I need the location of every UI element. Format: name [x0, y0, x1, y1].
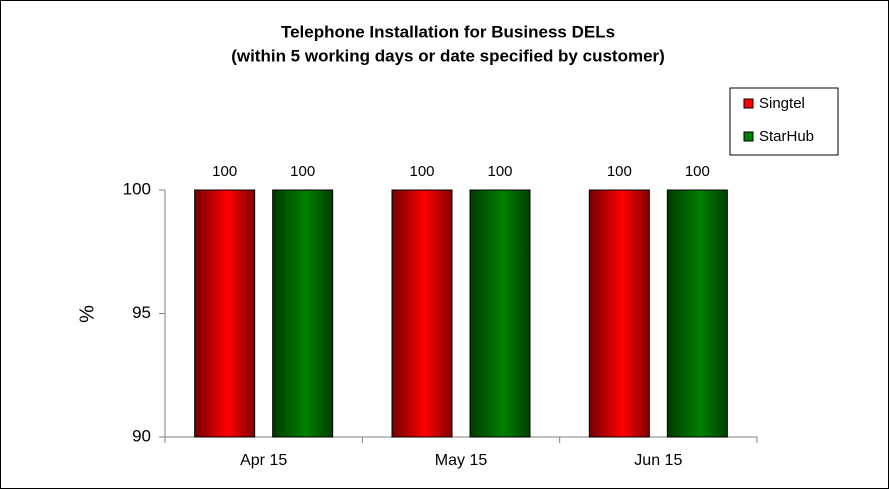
- legend-label: Singtel: [759, 95, 805, 112]
- value-label: 100: [409, 163, 434, 180]
- value-label: 100: [290, 163, 315, 180]
- legend-swatch: [743, 131, 754, 142]
- bar: [666, 189, 728, 438]
- value-label: 100: [607, 163, 632, 180]
- y-tick-label: 90: [132, 426, 151, 445]
- x-tick-label: Apr 15: [240, 452, 287, 469]
- y-axis-label: %: [76, 305, 98, 323]
- x-tick-label: May 15: [435, 452, 488, 469]
- value-label: 100: [685, 163, 710, 180]
- chart-title: Telephone Installation for Business DELs: [281, 22, 615, 41]
- x-tick-label: Jun 15: [634, 452, 682, 469]
- legend-swatch: [743, 98, 754, 109]
- value-label: 100: [487, 163, 512, 180]
- y-tick-label: 95: [132, 303, 151, 322]
- y-tick-label: 100: [123, 179, 151, 198]
- bar: [391, 189, 453, 438]
- chart-subtitle: (within 5 working days or date specified…: [231, 46, 665, 65]
- bar: [194, 189, 256, 438]
- bar: [469, 189, 531, 438]
- value-label: 100: [212, 163, 237, 180]
- bar: [588, 189, 650, 438]
- legend-label: StarHub: [759, 128, 814, 145]
- bar: [272, 189, 334, 438]
